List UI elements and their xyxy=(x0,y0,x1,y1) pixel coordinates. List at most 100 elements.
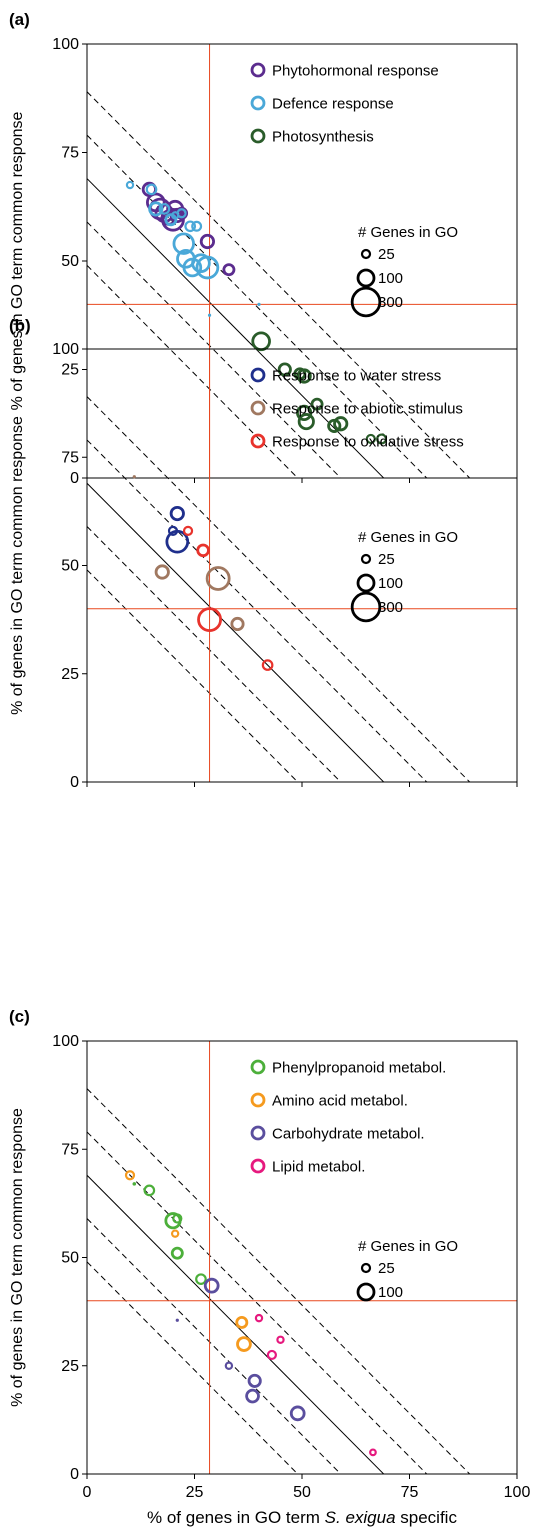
data-point xyxy=(251,331,271,352)
data-point xyxy=(245,1388,260,1404)
y-tick-label: 100 xyxy=(52,341,79,358)
diagonal-line-dashed xyxy=(87,264,299,478)
data-point xyxy=(132,1182,137,1186)
data-point xyxy=(164,213,178,227)
legend-label: Response to oxidative stress xyxy=(272,434,464,451)
legend-marker xyxy=(250,433,266,449)
data-point xyxy=(207,313,212,317)
data-point xyxy=(154,564,170,580)
data-point xyxy=(148,201,164,217)
y-tick-label: 75 xyxy=(61,145,79,162)
data-point xyxy=(182,257,203,278)
data-point xyxy=(165,529,190,554)
y-tick-label: 25 xyxy=(61,362,79,379)
data-point xyxy=(296,368,312,384)
panel-label: (a) xyxy=(9,10,30,29)
data-point xyxy=(376,433,388,445)
y-tick-label: 75 xyxy=(61,1141,79,1158)
data-point xyxy=(195,1273,207,1285)
y-tick-label: 100 xyxy=(52,1033,79,1050)
data-point xyxy=(257,302,261,306)
panel-label: (b) xyxy=(9,316,31,335)
data-point xyxy=(191,220,203,232)
diagonal-line-dashed xyxy=(87,526,342,782)
data-point xyxy=(277,362,292,377)
data-point xyxy=(296,404,313,421)
panel-label: (c) xyxy=(9,1007,30,1026)
data-point xyxy=(222,263,236,277)
legend-marker xyxy=(250,62,266,78)
diagonal-line-dashed xyxy=(87,1088,471,1474)
size-legend-label: 25 xyxy=(378,1260,395,1277)
y-tick-label: 25 xyxy=(61,666,79,683)
diagonal-line-solid xyxy=(87,178,385,478)
y-tick-label: 75 xyxy=(61,449,79,466)
legend-marker xyxy=(250,128,266,144)
panel-b: 0 25 50 75 100 (b) % of genes in GO term commo… xyxy=(9,316,518,791)
data-point xyxy=(254,1313,264,1323)
diagonal-line-solid xyxy=(87,482,385,782)
data-point xyxy=(145,183,158,196)
panel-a: 0 25 50 75 100 (a) % of genes in GO term commo… xyxy=(9,10,518,487)
data-point xyxy=(124,1170,136,1181)
size-legend-marker xyxy=(350,286,382,318)
panel-c: 0 25 50 75 100 0 25 50 75 100 (c) % of genes in GO … xyxy=(9,1007,530,1501)
data-point xyxy=(169,505,185,522)
legend-label: Amino acid metabol. xyxy=(272,1093,408,1110)
legend-label: Carbohydrate metabol. xyxy=(272,1126,425,1143)
plot-area xyxy=(87,44,517,478)
diagonal-line-dashed xyxy=(87,1131,428,1474)
data-point xyxy=(182,525,194,536)
legend-label: Defence response xyxy=(272,96,394,113)
y-tick-label: 0 xyxy=(70,1466,79,1483)
data-point xyxy=(143,1184,156,1197)
data-point xyxy=(230,616,245,632)
data-point xyxy=(199,233,215,250)
x-tick-label: 0 xyxy=(83,1484,92,1501)
data-point xyxy=(170,1246,184,1260)
x-tick-label: 25 xyxy=(186,1484,204,1501)
data-point xyxy=(236,1336,252,1352)
plot-area xyxy=(87,1041,517,1474)
legend-marker xyxy=(250,95,266,111)
size-legend-title: # Genes in GO xyxy=(358,1238,458,1255)
legend-label: Phytohormonal response xyxy=(272,63,439,80)
legend-marker xyxy=(250,367,266,383)
diagonal-line-dashed xyxy=(87,1218,342,1474)
size-legend-marker xyxy=(360,248,372,260)
size-legend-title: # Genes in GO xyxy=(358,529,458,546)
legend-label: Phenylpropanoid metabol. xyxy=(272,1060,446,1077)
data-point xyxy=(197,607,222,633)
size-legend-marker xyxy=(356,573,376,593)
legend-marker xyxy=(250,1125,266,1141)
data-point xyxy=(266,1349,277,1361)
legend-label: Response to water stress xyxy=(272,368,441,385)
data-point xyxy=(369,1448,377,1457)
data-point xyxy=(205,566,231,591)
size-legend-marker xyxy=(356,1282,376,1302)
size-legend-label: 25 xyxy=(378,246,395,263)
y-axis-label: % of genes in GO term common response xyxy=(9,416,26,715)
data-point xyxy=(176,208,187,219)
data-point xyxy=(125,180,135,190)
data-point xyxy=(261,659,274,671)
x-tick-label: 50 xyxy=(293,1484,311,1501)
data-point xyxy=(235,1315,249,1329)
data-point xyxy=(175,1318,179,1322)
data-point xyxy=(196,543,210,558)
data-point xyxy=(195,255,220,280)
data-point xyxy=(247,1373,262,1388)
x-tick-label: 75 xyxy=(401,1484,419,1501)
legend-marker xyxy=(250,1092,266,1108)
data-point xyxy=(365,433,376,445)
y-axis-label: % of genes in GO term common response xyxy=(9,1108,26,1407)
y-tick-label: 25 xyxy=(61,1358,79,1375)
data-point xyxy=(310,397,324,411)
legend-label: Response to abiotic stimulus xyxy=(272,401,463,418)
size-legend-title: # Genes in GO xyxy=(358,224,458,241)
legend-marker xyxy=(250,400,266,416)
diagonal-line-dashed xyxy=(87,134,428,478)
size-legend-marker xyxy=(350,591,382,623)
y-tick-label: 50 xyxy=(61,253,79,270)
